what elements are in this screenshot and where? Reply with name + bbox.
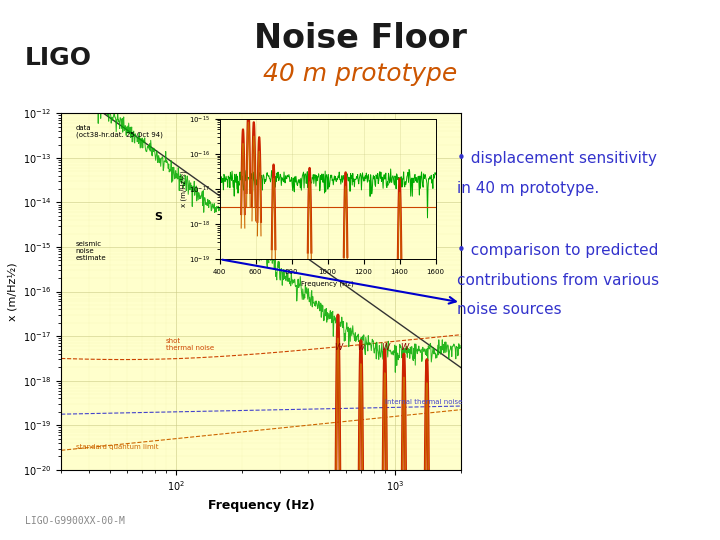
X-axis label: Frequency (Hz): Frequency (Hz)	[301, 280, 354, 287]
Text: S: S	[155, 212, 163, 222]
Text: 40 m prototype: 40 m prototype	[263, 62, 457, 86]
Text: W: W	[400, 342, 408, 352]
Text: shot
thermal noise: shot thermal noise	[166, 338, 214, 350]
Text: • comparison to predicted: • comparison to predicted	[457, 243, 659, 258]
Y-axis label: x (m/Hz½): x (m/Hz½)	[181, 171, 187, 207]
X-axis label: Frequency (Hz): Frequency (Hz)	[207, 499, 315, 512]
Text: standard quantum limit: standard quantum limit	[76, 443, 165, 449]
Text: Noise Floor: Noise Floor	[253, 22, 467, 55]
Text: W: W	[334, 342, 342, 352]
Y-axis label: x (m/Hz½): x (m/Hz½)	[7, 262, 17, 321]
Text: noise sources: noise sources	[457, 302, 562, 318]
Text: contributions from various: contributions from various	[457, 273, 660, 288]
Text: LIGO: LIGO	[25, 46, 92, 70]
Text: LIGO-G9900XX-00-M: LIGO-G9900XX-00-M	[25, 516, 125, 526]
Text: • displacement sensitivity: • displacement sensitivity	[457, 151, 657, 166]
Text: internal thermal noise: internal thermal noise	[384, 399, 462, 405]
Text: data
(oct38-hr.dat. 25 Oct 94): data (oct38-hr.dat. 25 Oct 94)	[76, 125, 163, 138]
Text: W: W	[381, 342, 389, 352]
Text: w: w	[357, 342, 364, 352]
Text: in 40 m prototype.: in 40 m prototype.	[457, 181, 600, 196]
Text: S: S	[242, 231, 250, 241]
Text: seismic
noise
estimate: seismic noise estimate	[76, 241, 107, 261]
